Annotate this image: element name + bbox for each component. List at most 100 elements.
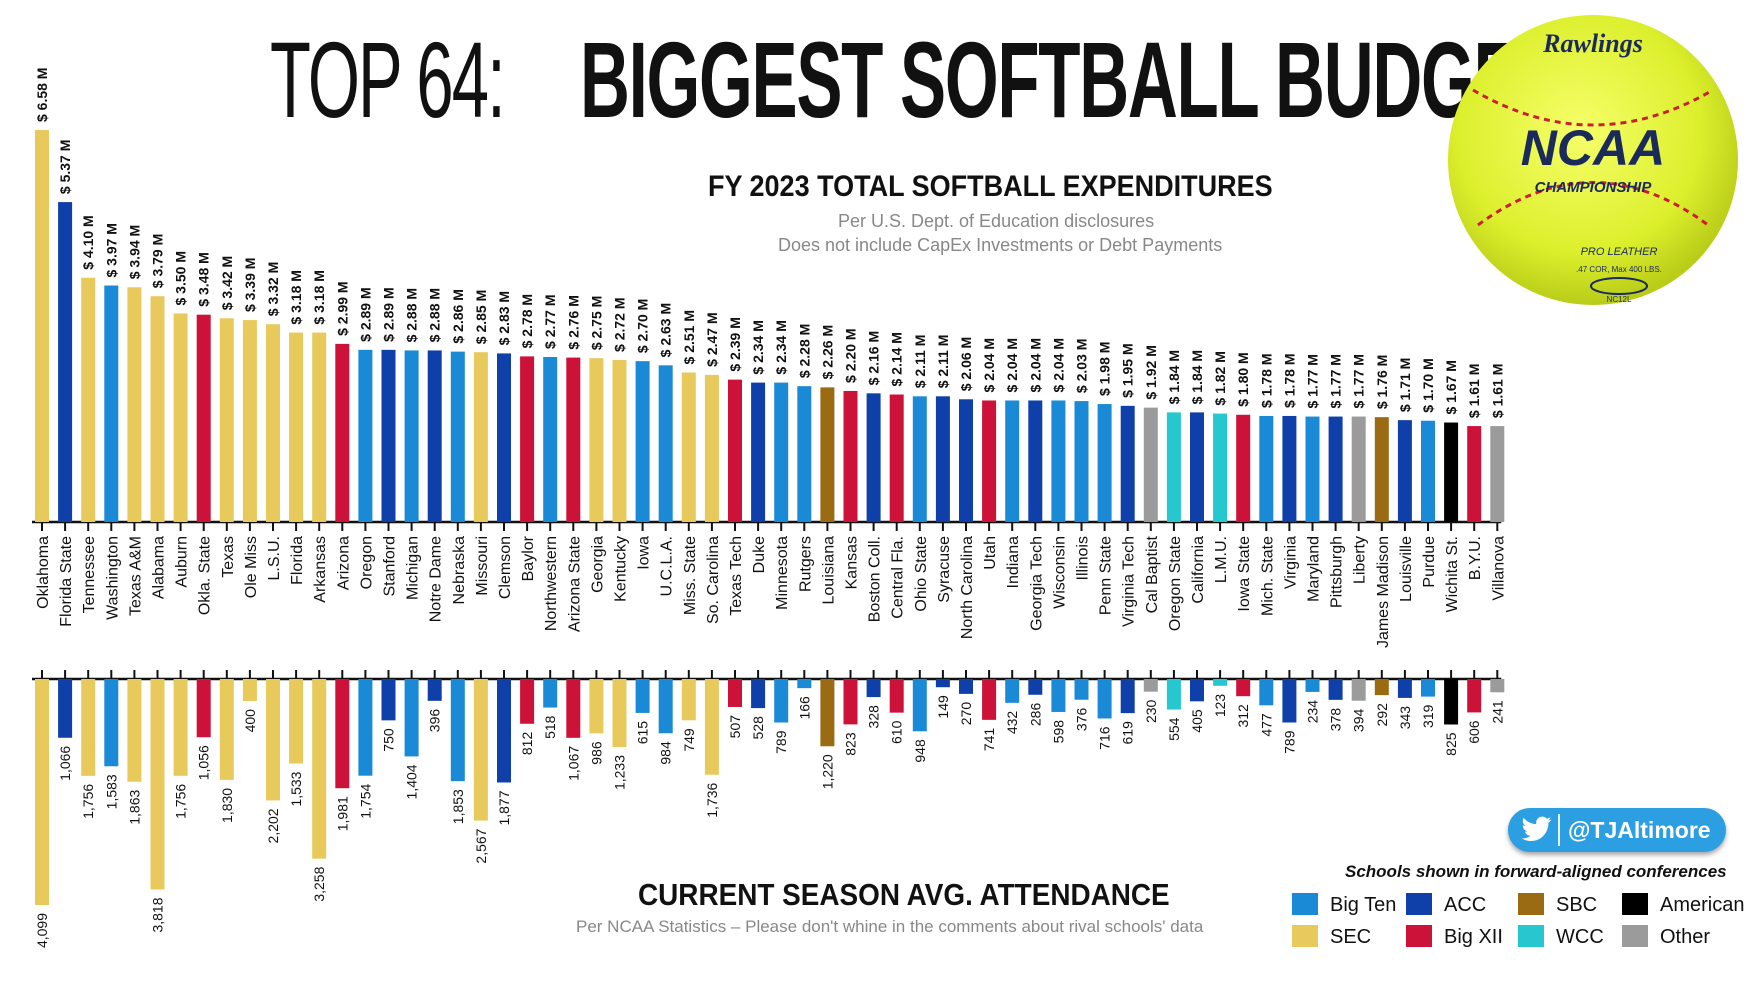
budget-bar-oregon [358, 349, 373, 522]
budget-bar-wisconsin [1051, 400, 1066, 522]
school-name-ohio-state: Ohio State [913, 536, 930, 612]
budget-label-louisville: $ 1.71 M [1397, 358, 1413, 412]
budget-label-kansas: $ 2.20 M [843, 328, 859, 382]
attendance-label-northwestern: 518 [542, 715, 558, 739]
attendance-label-texas: 1,830 [219, 788, 235, 823]
budget-label-duke: $ 2.34 M [750, 320, 766, 374]
legend-item-other: Other [1622, 924, 1710, 950]
budget-bar-mich-state [1259, 415, 1274, 522]
budget-label-penn-state: $ 1.98 M [1097, 342, 1113, 396]
attendance-bar-virginia [1282, 679, 1297, 723]
legend-item-big-ten: Big Ten [1292, 892, 1396, 918]
twitter-handle-badge[interactable]: @TJAltimore [1508, 808, 1726, 852]
budget-label-clemson: $ 2.83 M [496, 291, 512, 345]
budget-label-texas: $ 3.42 M [219, 256, 235, 310]
budget-bar-florida-state [58, 202, 73, 522]
attendance-bar-auburn [173, 679, 188, 776]
legend-item-american: American [1622, 892, 1744, 918]
budget-bar-iowa [635, 361, 650, 522]
attendance-label-maryland: 234 [1305, 700, 1321, 724]
budget-bar-l-s-u [266, 324, 280, 522]
budget-label-ole-miss: $ 3.39 M [242, 258, 258, 312]
budget-bar-florida [289, 332, 304, 522]
attendance-bar-clemson [497, 679, 511, 783]
attendance-bar-l-m-u [1213, 679, 1228, 686]
budget-bar-l-m-u [1213, 413, 1228, 522]
budget-bar-oregon-state [1166, 412, 1181, 522]
attendance-bar-boston-coll [866, 679, 881, 698]
budget-bar-washington [104, 285, 119, 522]
attendance-label-north-carolina: 270 [958, 702, 974, 726]
attendance-bar-purdue [1421, 679, 1435, 697]
attendance-bar-pittsburgh [1328, 679, 1343, 700]
attendance-bar-northwestern [543, 679, 558, 708]
legend-item-wcc: WCC [1518, 924, 1604, 950]
school-name-b-y-u: B.Y.U. [1467, 536, 1484, 580]
budget-bar-penn-state [1097, 404, 1112, 522]
budget-bar-clemson [497, 353, 511, 522]
budget-label-so-carolina: $ 2.47 M [704, 312, 720, 366]
attendance-label-tennessee: 1,756 [80, 784, 96, 819]
budget-label-washington: $ 3.97 M [103, 223, 119, 277]
attendance-label-boston-coll: 328 [866, 705, 882, 729]
legend-label-american: American [1660, 894, 1745, 916]
school-name-duke: Duke [751, 536, 768, 573]
legend-swatch-wcc [1518, 924, 1544, 947]
budget-label-northwestern: $ 2.77 M [542, 295, 558, 349]
softball-logo-image: Rawlings NCAA CHAMPIONSHIP PRO LEATHER .… [1448, 15, 1738, 305]
ball-line1: PRO LEATHER [1581, 246, 1658, 258]
attendance-label-okla-state: 1,056 [196, 745, 212, 780]
school-name-washington: Washington [104, 536, 121, 620]
attendance-bar-florida [289, 679, 304, 764]
budget-label-utah: $ 2.04 M [981, 338, 997, 392]
school-name-cal-baptist: Cal Baptist [1144, 535, 1161, 613]
school-name-rutgers: Rutgers [797, 536, 814, 592]
attendance-bar-illinois [1074, 679, 1089, 700]
attendance-bar-central-fla [889, 679, 904, 713]
legend-swatch-big-xii [1406, 924, 1432, 947]
attendance-bar-u-c-l-a [658, 679, 673, 734]
school-name-central-fla: Central Fla. [890, 536, 907, 619]
school-name-miss-state: Miss. State [682, 536, 699, 615]
attendance-bar-oregon [358, 679, 373, 776]
budget-bar-duke [751, 382, 766, 522]
budget-bar-california [1190, 412, 1204, 522]
attendance-bar-missouri [473, 679, 488, 821]
attendance-bar-arkansas [312, 679, 327, 859]
school-name-baylor: Baylor [520, 535, 537, 581]
title-main: BIGGEST SOFTBALL BUDGETS [580, 19, 1605, 140]
attendance-bar-texas [219, 679, 234, 780]
budget-bar-okla-state [196, 314, 211, 522]
budget-bar-baylor [520, 356, 535, 522]
budget-bar-james-madison [1374, 417, 1389, 522]
school-name-l-m-u: L.M.U. [1213, 536, 1230, 583]
attendance-label-texas-a-m: 1,863 [126, 790, 142, 825]
budget-bar-so-carolina [704, 374, 719, 522]
attendance-label-mich-state: 477 [1258, 713, 1274, 737]
budget-bar-stanford [381, 349, 396, 522]
attendance-bar-wisconsin [1051, 679, 1066, 712]
attendance-label-miss-state: 749 [681, 728, 697, 752]
attendance-bar-duke [751, 679, 766, 709]
budget-bar-kansas [843, 390, 858, 522]
attendance-bar-syracuse [935, 679, 950, 688]
school-name-california: California [1190, 536, 1207, 604]
budget-label-iowa: $ 2.70 M [635, 299, 651, 353]
school-name-arkansas: Arkansas [312, 536, 329, 603]
budget-bar-kentucky [612, 359, 627, 522]
school-name-kentucky: Kentucky [613, 536, 630, 602]
budget-bar-liberty [1351, 416, 1366, 522]
budget-bar-cal-baptist [1143, 407, 1158, 522]
budget-label-cal-baptist: $ 1.92 M [1143, 345, 1159, 399]
twitter-handle-text: @TJAltimore [1568, 817, 1711, 843]
attendance-label-arizona-state: 1,067 [565, 746, 581, 781]
attendance-label-florida: 1,533 [288, 771, 304, 806]
legend-swatch-big-ten [1292, 892, 1318, 915]
attendance-bar-indiana [1005, 679, 1020, 703]
attendance-label-washington: 1,583 [103, 774, 119, 809]
budget-label-california: $ 1.84 M [1189, 350, 1205, 404]
attendance-label-clemson: 1,877 [496, 790, 512, 825]
budget-label-pittsburgh: $ 1.77 M [1328, 354, 1344, 408]
school-name-indiana: Indiana [1005, 536, 1022, 589]
attendance-bar-minnesota [774, 679, 789, 723]
